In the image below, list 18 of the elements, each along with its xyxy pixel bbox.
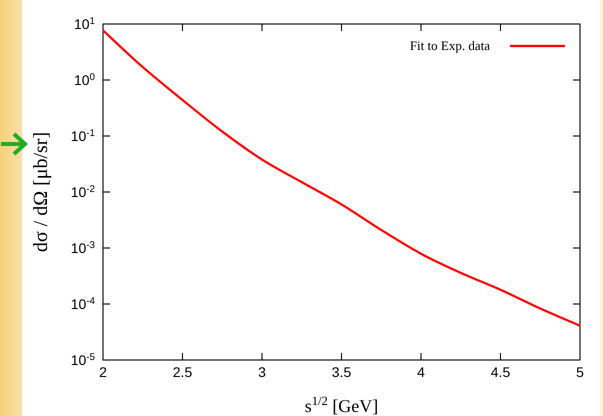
x-tick-label: 2 bbox=[99, 364, 108, 380]
line-series bbox=[102, 29, 582, 327]
x-tick-label: 2.5 bbox=[172, 364, 192, 380]
y-tick-label: 10$^{-2}$ bbox=[70, 184, 95, 200]
x-tick-label: 3.5 bbox=[332, 364, 352, 380]
y-tick-label: 10$^{1}$ bbox=[74, 16, 95, 32]
x-tick-label: 4 bbox=[417, 364, 426, 380]
x-tick-label: 4.5 bbox=[490, 364, 510, 380]
y-tick-label: 10$^{-5}$ bbox=[70, 352, 96, 368]
y-axis-title: dσ / dΩ [μb/sr] bbox=[30, 132, 52, 252]
legend-label: Fit to Exp. data bbox=[410, 38, 490, 53]
y-tick-label: 10$^{-1}$ bbox=[70, 128, 95, 144]
y-tick-label: 10$^{0}$ bbox=[74, 72, 96, 88]
y-tick-label: 10$^{-3}$ bbox=[70, 240, 96, 256]
x-axis-title: s$^{1/2}$ [GeV] bbox=[304, 394, 378, 416]
y-tick-label: 10$^{-4}$ bbox=[70, 296, 96, 312]
x-tick-label: 3 bbox=[258, 364, 266, 380]
x-tick-label: 5 bbox=[576, 364, 584, 380]
